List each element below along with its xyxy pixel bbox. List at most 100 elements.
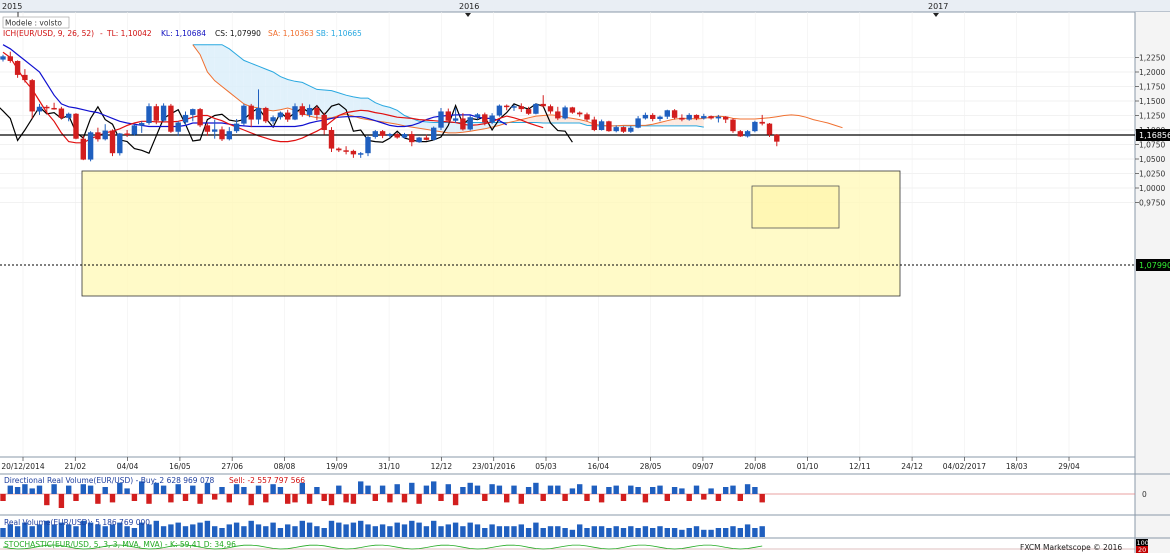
directional-volume-bar <box>336 485 342 494</box>
date-label: 18/03 <box>1006 462 1028 471</box>
directional-volume-bar <box>679 488 685 494</box>
real-volume-bar <box>124 526 130 537</box>
directional-volume-bar <box>664 494 670 501</box>
real-volume-bar <box>168 524 174 537</box>
directional-volume-bar <box>306 494 313 504</box>
candle-body <box>270 117 276 122</box>
directional-volume-bar <box>431 481 437 494</box>
cloud-segment <box>236 54 244 104</box>
real-volume-bar <box>248 520 254 537</box>
directional-volume-bar <box>438 494 444 501</box>
kijun-line <box>2 44 507 128</box>
real-volume-bar <box>14 526 21 537</box>
candle-body <box>431 127 437 140</box>
price-tick-label: 1,1750 <box>1139 83 1165 92</box>
real-volume-bar <box>58 522 65 537</box>
directional-volume-bar <box>511 485 517 494</box>
date-label: 04/04 <box>117 462 139 471</box>
directional-volume-bar <box>642 494 649 503</box>
cloud-segment <box>353 96 361 119</box>
legend-sb: SB: 1,10665 <box>316 29 362 38</box>
cloud-segment <box>273 72 281 111</box>
candle-body <box>569 107 576 113</box>
directional-volume-bar <box>343 494 349 503</box>
candle-body <box>255 107 262 120</box>
chikou-line <box>0 103 573 154</box>
directional-volume-bar <box>489 484 495 494</box>
cloud-segment <box>280 76 288 110</box>
candle-body <box>518 106 524 110</box>
real-volume-bar <box>314 526 320 537</box>
real-volume-bar <box>190 524 196 537</box>
cloud-segment <box>295 81 303 114</box>
real-volume-bar <box>219 528 225 537</box>
directional-volume-bar <box>671 487 678 494</box>
candle-body <box>139 123 145 126</box>
directional-volume-bar <box>255 485 262 494</box>
date-label: 29/04 <box>1058 462 1080 471</box>
real-volume-bar <box>686 528 692 537</box>
candle-body <box>44 106 50 109</box>
real-volume-bar <box>212 526 218 537</box>
mode-label-box[interactable] <box>2 16 70 29</box>
directional-volume-bar <box>744 484 751 494</box>
price-tick-label: 1,1500 <box>1139 97 1165 106</box>
real-volume-bar <box>642 526 649 537</box>
directional-volume-bar <box>701 494 707 500</box>
year-label-2016: 2016 <box>459 2 479 11</box>
candle-body <box>168 105 174 132</box>
real-volume-bar <box>394 522 400 537</box>
real-volume-bar <box>226 524 232 537</box>
directional-volume-bar <box>460 487 466 494</box>
candle-body <box>416 137 422 143</box>
directional-volume-bar <box>248 494 254 506</box>
real-volume-bar <box>628 526 634 537</box>
real-volume-bar <box>321 528 327 537</box>
real-volume-bar <box>80 520 86 537</box>
last-price-badge <box>1136 259 1170 271</box>
directional-volume-bar <box>44 494 50 506</box>
real-volume-bar <box>569 529 576 537</box>
real-volume-bar <box>22 522 28 537</box>
real-volume-bar <box>701 529 707 537</box>
candle-body <box>547 106 554 112</box>
real-volume-bar <box>562 528 568 537</box>
candle-body <box>117 133 123 154</box>
real-volume-bar <box>372 526 378 537</box>
real-volume-bar <box>117 522 123 537</box>
real-volume-title: Real Volume(EUR/USD): 5 186 769 000 <box>4 518 150 527</box>
directional-volume-bar <box>146 494 152 504</box>
candlesticks <box>0 51 780 162</box>
cloud-segment <box>448 122 456 133</box>
directional-volume-bar <box>7 485 13 494</box>
date-label: 09/07 <box>692 462 714 471</box>
candle-body <box>445 111 451 121</box>
directional-volume-bar <box>270 484 276 494</box>
candle-body <box>701 116 707 119</box>
real-volume-bar <box>270 522 276 537</box>
directional-volume-bar <box>190 485 196 494</box>
candle-body <box>109 130 116 154</box>
real-volume-bar <box>379 524 386 537</box>
directional-volume-bar <box>569 488 576 494</box>
date-axis: 20/12/2014 21/02 04/04 16/05 27/06 08/08 19/09… <box>1 457 1080 471</box>
candle-body <box>372 131 378 137</box>
price-tick-label: 1,1250 <box>1139 112 1165 121</box>
date-label: 21/02 <box>64 462 86 471</box>
directional-volume-bar <box>365 485 371 494</box>
candle-body <box>190 109 196 115</box>
candle-body <box>0 56 6 60</box>
directional-volume-bar <box>29 488 35 494</box>
candle-body <box>438 111 444 128</box>
directional-volume-bar <box>387 494 393 503</box>
cloud-segment <box>696 118 704 128</box>
candle-body <box>671 110 678 118</box>
hline-price-label: 1,16856 <box>1139 131 1170 140</box>
candle-body <box>664 110 670 117</box>
price-axis-background <box>1135 12 1170 553</box>
candle-body <box>620 127 627 132</box>
directional-volume-bar <box>737 494 743 501</box>
directional-volume-bar <box>36 485 43 494</box>
candle-body <box>365 136 371 154</box>
